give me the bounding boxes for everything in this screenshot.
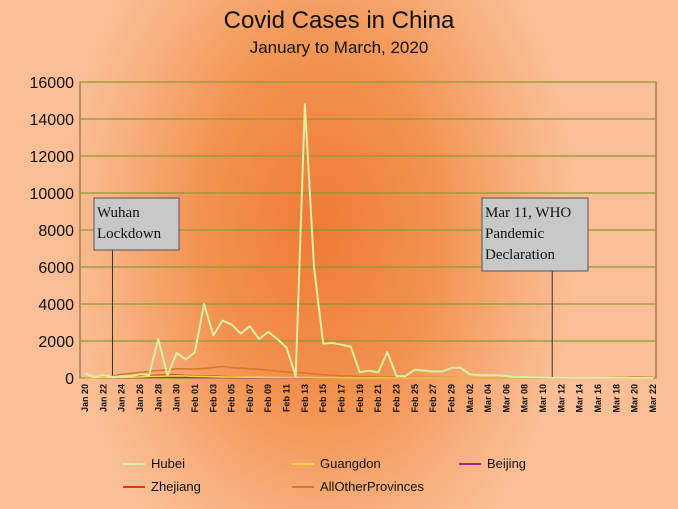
chart-title: Covid Cases in China [224,7,455,34]
y-tick-label: 16000 [30,75,75,92]
y-tick-label: 10000 [30,186,75,203]
x-tick-label: Feb 19 [355,384,365,413]
x-tick-label: Feb 09 [263,384,273,413]
legend: Hubei Guangdon Beijing Zhejiang AllOtherProv… [123,456,526,494]
x-tick-label: Mar 08 [520,384,530,413]
annotation-text: Wuhan [97,205,140,221]
y-tick-label: 4000 [38,297,74,314]
legend-label: Beijing [487,456,526,471]
y-tick-label: 14000 [30,112,75,129]
x-tick-label: Mar 20 [630,384,640,413]
x-tick-label: Feb 27 [428,384,438,413]
x-tick-label: Feb 21 [373,384,383,413]
x-tick-label: Feb 05 [227,384,237,413]
x-tick-label: Mar 22 [648,384,658,413]
x-tick-label: Mar 16 [593,384,603,413]
annotation-text: Mar 11, WHO [485,205,571,221]
legend-label: Zhejiang [151,479,201,494]
y-tick-label: 8000 [38,223,74,240]
x-tick-label: Jan 20 [80,384,90,412]
annotation-box [93,197,180,251]
x-tick-label: Feb 13 [300,384,310,413]
x-tick-label: Jan 24 [117,384,127,412]
annotation-text: Pandemic [485,226,544,242]
x-tick-label: Jan 28 [153,384,163,412]
x-tick-label: Mar 02 [465,384,475,413]
x-tick-label: Mar 04 [483,384,493,413]
x-tick-label: Mar 18 [611,384,621,413]
x-tick-label: Feb 25 [410,384,420,413]
x-tick-label: Jan 22 [98,384,108,412]
series-lines [84,103,654,379]
x-tick-label: Feb 03 [208,384,218,413]
y-tick-label: 0 [65,371,74,388]
annotation-text: Lockdown [97,226,162,242]
x-tick-label: Mar 06 [501,384,511,413]
annotation-text: Declaration [485,247,555,263]
legend-label: AllOtherProvinces [320,479,425,494]
x-axis-ticks: Jan 20 Jan 22 Jan 24 Jan 26 Jan 28 Jan 30 Feb … [80,384,658,413]
annotation-box [481,197,589,272]
x-tick-label: Jan 26 [135,384,145,412]
x-tick-label: Feb 15 [318,384,328,413]
x-tick-label: Feb 07 [245,384,255,413]
y-axis-ticks: 0 2000 4000 6000 8000 10000 12000 14000 16000 [30,75,75,388]
legend-label: Guangdon [320,456,381,471]
x-tick-label: Feb 23 [391,384,401,413]
y-tick-label: 6000 [38,260,74,277]
legend-label: Hubei [151,456,185,471]
chart-subtitle: January to March, 2020 [250,38,429,57]
x-tick-label: Feb 11 [282,384,292,412]
x-tick-label: Mar 10 [538,384,548,413]
x-tick-label: Feb 01 [190,384,200,413]
annotations: Wuhan Lockdown Mar 11, WHO Pandemic Declarat… [93,197,589,378]
y-tick-label: 12000 [30,149,75,166]
x-tick-label: Feb 29 [446,384,456,413]
series-line-hubei [84,103,653,379]
x-tick-label: Mar 14 [575,384,585,413]
y-tick-label: 2000 [38,334,74,351]
x-tick-label: Feb 17 [337,384,347,413]
x-tick-label: Jan 30 [172,384,182,412]
x-tick-label: Mar 12 [556,384,566,413]
